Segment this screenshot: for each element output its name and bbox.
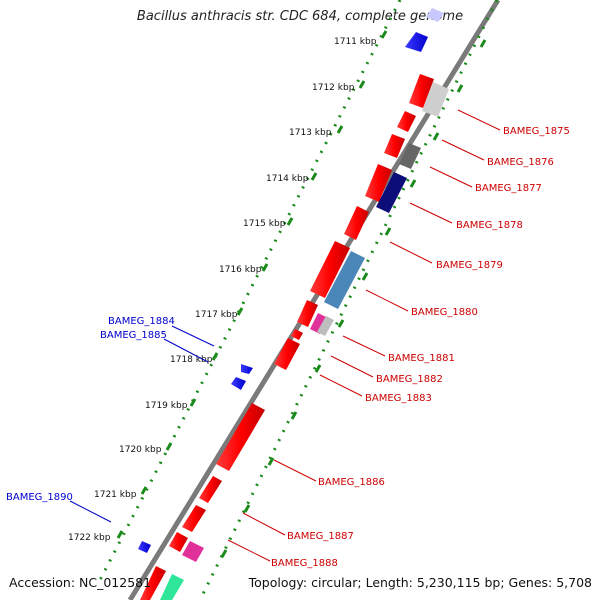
accession-text: Accession: NC_012581 (9, 575, 152, 590)
reverse-tick-track (98, 0, 402, 581)
gene-arrow[interactable] (274, 338, 300, 370)
kbp-label: 1713 kbp (289, 128, 332, 138)
gene-arrow[interactable] (310, 241, 350, 298)
kbp-labels: 1711 kbp 1712 kbp 1713 kbp 1714 kbp 1715… (68, 37, 377, 543)
kbp-label: 1715 kbp (243, 219, 286, 229)
gene-arrow[interactable] (160, 574, 184, 600)
gene-arrow[interactable] (216, 403, 265, 471)
kbp-label: 1712 kbp (312, 83, 355, 93)
kbp-label: 1721 kbp (94, 490, 137, 500)
gene-label[interactable]: BAMEG_1881 (388, 353, 455, 364)
gene-arrow[interactable] (376, 172, 407, 213)
gene-label[interactable]: BAMEG_1887 (287, 531, 354, 542)
gene-label[interactable]: BAMEG_1879 (436, 260, 503, 271)
gene-arrow[interactable] (138, 541, 151, 553)
gene-arrow[interactable] (324, 251, 365, 309)
gene-arrow[interactable] (182, 541, 204, 562)
forward-gene-labels: BAMEG_1875 BAMEG_1876 BAMEG_1877 BAMEG_1… (271, 126, 570, 569)
kbp-ticks (116, 30, 388, 539)
kbp-label: 1719 kbp (145, 401, 188, 411)
gene-arrow[interactable] (422, 82, 449, 117)
kbp-label: 1711 kbp (334, 37, 377, 47)
kbp-label: 1716 kbp (219, 265, 262, 275)
gene-label[interactable]: BAMEG_1890 (6, 492, 73, 503)
gene-arrow[interactable] (241, 364, 253, 374)
kbp-label: 1720 kbp (119, 445, 162, 455)
gene-arrow[interactable] (317, 316, 334, 336)
gene-label[interactable]: BAMEG_1883 (365, 393, 432, 404)
gene-arrow[interactable] (140, 566, 166, 600)
kbp-label: 1717 kbp (195, 310, 238, 320)
gene-arrow[interactable] (199, 476, 222, 503)
gene-label[interactable]: BAMEG_1884 (108, 316, 175, 327)
gene-arrow[interactable] (231, 377, 246, 390)
gene-label[interactable]: BAMEG_1880 (411, 307, 478, 318)
gene-label[interactable]: BAMEG_1886 (318, 477, 385, 488)
gene-label[interactable]: BAMEG_1877 (475, 183, 542, 194)
reverse-genes (138, 32, 428, 553)
gene-arrow[interactable] (365, 164, 392, 202)
gene-arrow[interactable] (182, 505, 206, 532)
gene-arrow[interactable] (397, 111, 416, 132)
genome-summary-text: Topology: circular; Length: 5,230,115 bp… (248, 575, 592, 590)
gene-arrow[interactable] (384, 134, 405, 158)
forward-ticks (220, 39, 487, 558)
gene-arrow[interactable] (310, 313, 328, 334)
gene-label[interactable]: BAMEG_1875 (503, 126, 570, 137)
gene-label[interactable]: BAMEG_1878 (456, 220, 523, 231)
gene-label[interactable]: BAMEG_1885 (100, 330, 167, 341)
gene-arrow[interactable] (297, 300, 318, 327)
gene-arrow[interactable] (409, 74, 434, 108)
gene-arrow[interactable] (291, 329, 303, 340)
gene-label[interactable]: BAMEG_1882 (376, 374, 443, 385)
forward-gene-callouts (227, 109, 501, 562)
gene-arrow[interactable] (405, 32, 428, 52)
gene-arrow[interactable] (344, 206, 369, 240)
forward-tick-track (198, 0, 499, 600)
reverse-gene-labels: BAMEG_1884 BAMEG_1885 BAMEG_1890 (6, 316, 175, 503)
kbp-label: 1718 kbp (170, 355, 213, 365)
forward-genes (140, 8, 449, 600)
gene-arrow[interactable] (169, 532, 188, 552)
gene-arrow[interactable] (399, 143, 421, 169)
gene-arrow[interactable] (426, 8, 444, 22)
reverse-gene-callouts (69, 325, 215, 523)
map-title: Bacillus anthracis str. CDC 684, complet… (136, 9, 464, 24)
gene-label[interactable]: BAMEG_1888 (271, 558, 338, 569)
kbp-label: 1722 kbp (68, 533, 111, 543)
kbp-label: 1714 kbp (266, 174, 309, 184)
gene-label[interactable]: BAMEG_1876 (487, 157, 554, 168)
